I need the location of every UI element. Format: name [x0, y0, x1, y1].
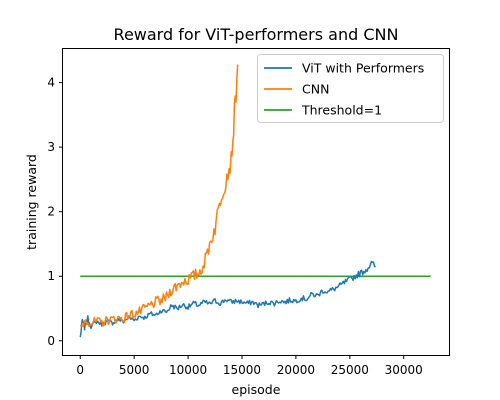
x-tick-label: 20000: [277, 363, 315, 377]
x-tick-label: 15000: [223, 363, 261, 377]
x-tick-label: 5000: [119, 363, 150, 377]
series-layer: [79, 64, 431, 338]
legend: ViT with Performers CNN Threshold=1: [257, 54, 444, 123]
plot-frame: [62, 48, 450, 356]
legend-label: CNN: [302, 82, 329, 97]
series-line-0: [79, 260, 376, 338]
x-tick-label: 25000: [331, 363, 369, 377]
legend-label: Threshold=1: [301, 103, 382, 118]
legend-box: [257, 54, 444, 123]
y-tick-label: 3: [47, 140, 55, 154]
x-tick-label: 30000: [385, 363, 423, 377]
y-tick-label: 1: [47, 269, 55, 283]
y-tick-label: 0: [47, 334, 55, 348]
y-axis-label: training reward: [24, 154, 39, 250]
legend-label: ViT with Performers: [302, 61, 424, 76]
x-axis-label: episode: [232, 382, 281, 397]
y-axis: 0 1 2 3 4: [47, 76, 63, 348]
x-axis: 0 5000 10000 15000 20000 25000 30000: [76, 355, 423, 377]
x-tick-label: 10000: [169, 363, 207, 377]
chart-title: Reward for ViT-performers and CNN: [114, 25, 399, 44]
x-tick-label: 0: [76, 363, 84, 377]
series-line-1: [79, 64, 239, 328]
y-tick-label: 4: [47, 76, 55, 90]
y-tick-label: 2: [47, 205, 55, 219]
